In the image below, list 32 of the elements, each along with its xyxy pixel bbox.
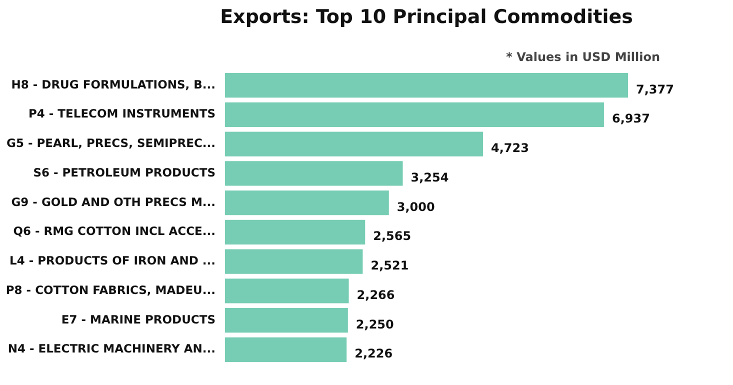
bar bbox=[225, 249, 363, 274]
data-label: 3,000 bbox=[396, 200, 435, 214]
bar bbox=[225, 72, 628, 98]
bar bbox=[225, 220, 366, 245]
bar bbox=[225, 102, 604, 127]
y-tick-label: G9 - GOLD AND OTH PRECS M... bbox=[11, 194, 216, 209]
data-label: 6,937 bbox=[612, 112, 650, 126]
data-label: 2,521 bbox=[370, 258, 409, 273]
y-tick-label: H8 - DRUG FORMULATIONS, B... bbox=[11, 77, 216, 92]
data-label: 2,226 bbox=[354, 346, 393, 361]
bar bbox=[225, 278, 349, 304]
bar bbox=[225, 132, 484, 156]
y-tick-label: P4 - TELECOM INSTRUMENTS bbox=[28, 106, 216, 121]
bar bbox=[225, 190, 389, 216]
y-tick-label: N4 - ELECTRIC MACHINERY AN... bbox=[8, 342, 216, 356]
data-label: 7,377 bbox=[636, 82, 674, 96]
y-tick-label: G5 - PEARL, PRECS, SEMIPREC... bbox=[6, 136, 216, 150]
data-label: 2,266 bbox=[356, 288, 395, 302]
bar bbox=[225, 337, 347, 362]
bar bbox=[225, 308, 348, 333]
y-tick-label: Q6 - RMG COTTON INCL ACCE... bbox=[13, 224, 216, 238]
data-label: 2,565 bbox=[373, 229, 412, 244]
data-label: 2,250 bbox=[356, 317, 394, 332]
data-label: 4,723 bbox=[491, 141, 529, 156]
y-tick-label: S6 - PETROLEUM PRODUCTS bbox=[33, 165, 216, 180]
text: * Values in USD Million bbox=[506, 50, 660, 64]
bar bbox=[225, 161, 403, 186]
y-tick-label: E7 - MARINE PRODUCTS bbox=[61, 312, 216, 326]
data-label: 3,254 bbox=[410, 170, 449, 184]
y-tick-label: P8 - COTTON FABRICS, MADEU... bbox=[6, 282, 216, 297]
y-tick-label: L4 - PRODUCTS OF IRON AND ... bbox=[10, 254, 216, 268]
chart-title: Exports: Top 10 Principal Commodities bbox=[220, 6, 633, 28]
